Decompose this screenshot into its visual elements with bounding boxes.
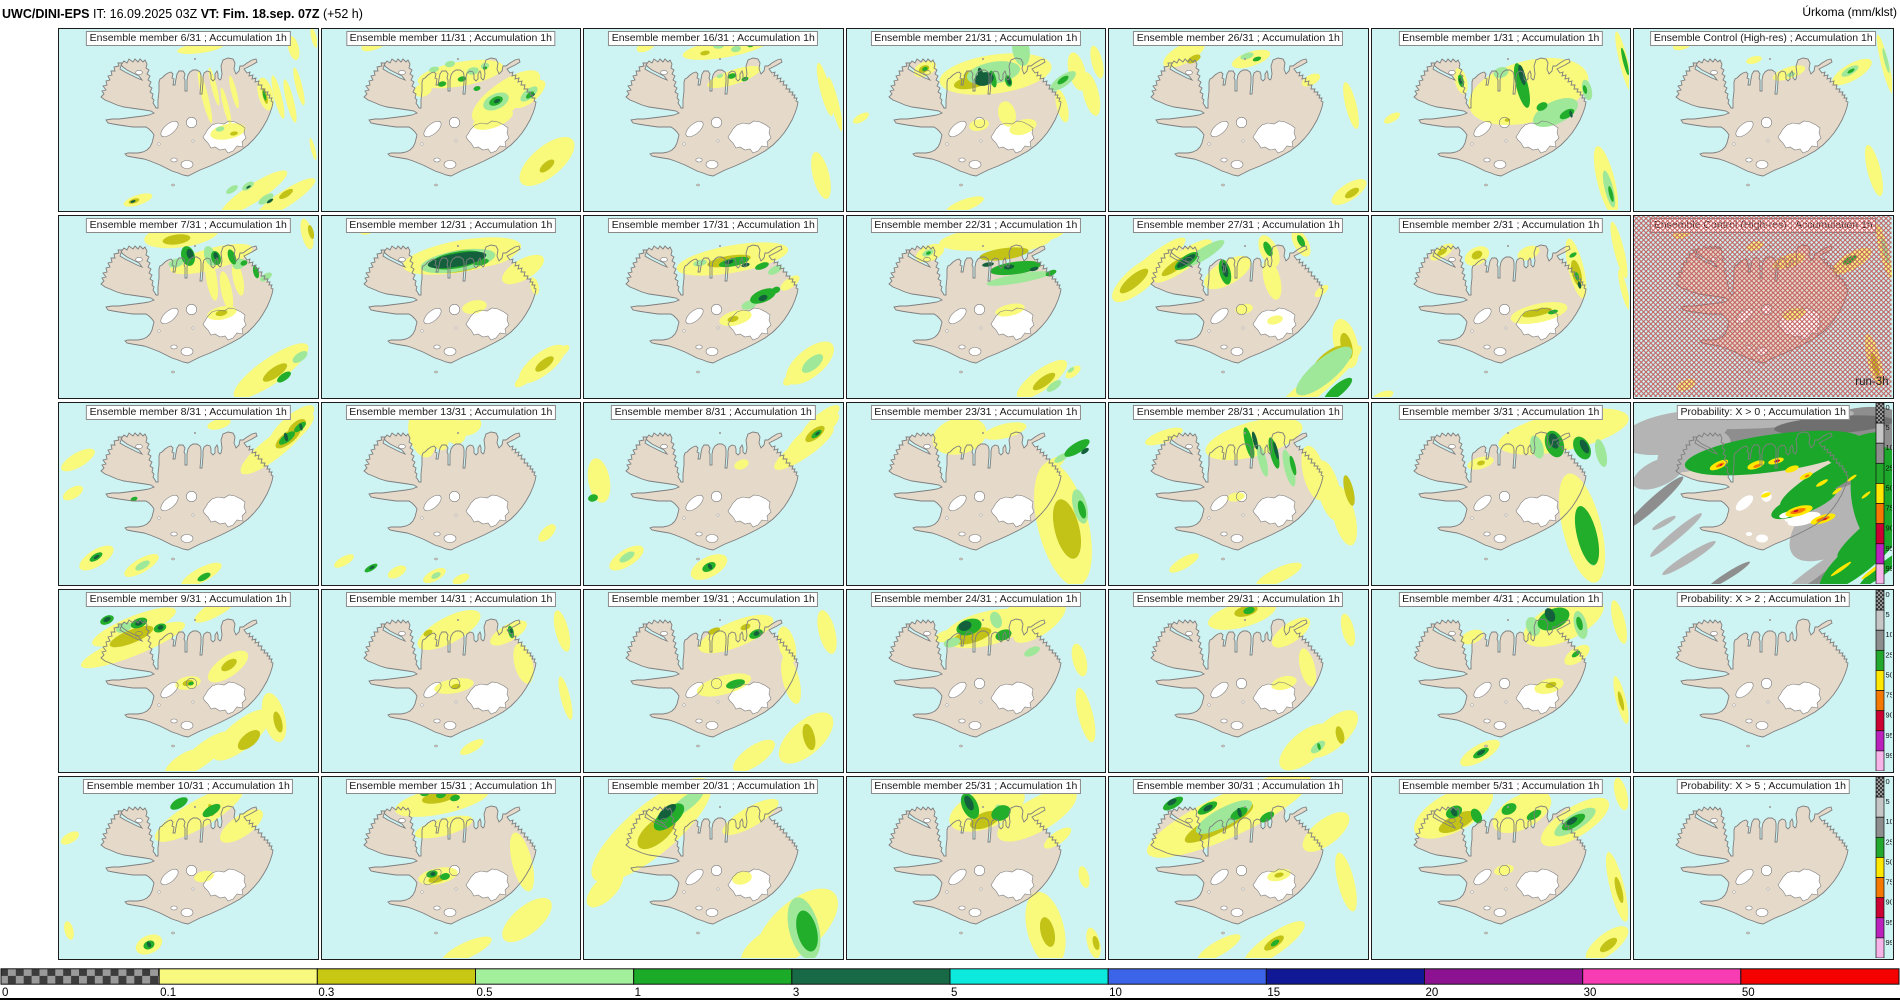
svg-text:95: 95: [1886, 918, 1892, 927]
svg-text:0.5: 0.5: [477, 987, 493, 999]
svg-text:25: 25: [1886, 650, 1892, 659]
svg-text:50: 50: [1886, 857, 1892, 866]
svg-text:15: 15: [1267, 987, 1280, 999]
svg-text:10: 10: [1886, 443, 1892, 452]
svg-text:75: 75: [1886, 504, 1892, 513]
svg-text:0: 0: [1886, 590, 1890, 599]
svg-text:90: 90: [1886, 711, 1892, 720]
svg-text:5: 5: [1886, 610, 1890, 619]
svg-text:25: 25: [1886, 463, 1892, 472]
svg-text:99: 99: [1886, 564, 1892, 573]
svg-text:99: 99: [1886, 938, 1892, 947]
svg-text:50: 50: [1886, 670, 1892, 679]
svg-text:10: 10: [1886, 630, 1892, 639]
svg-text:0: 0: [2, 987, 8, 999]
svg-text:95: 95: [1886, 544, 1892, 553]
svg-text:10: 10: [1886, 817, 1892, 826]
svg-text:5: 5: [951, 987, 957, 999]
svg-text:0.3: 0.3: [318, 987, 334, 999]
svg-text:90: 90: [1886, 898, 1892, 907]
svg-text:10: 10: [1109, 987, 1122, 999]
svg-text:95: 95: [1886, 731, 1892, 740]
svg-text:30: 30: [1584, 987, 1597, 999]
svg-text:0.1: 0.1: [160, 987, 176, 999]
svg-text:5: 5: [1886, 797, 1890, 806]
svg-text:75: 75: [1886, 878, 1892, 887]
svg-text:50: 50: [1742, 987, 1755, 999]
svg-text:99: 99: [1886, 751, 1892, 760]
svg-text:3: 3: [793, 987, 799, 999]
svg-text:75: 75: [1886, 691, 1892, 700]
svg-text:5: 5: [1886, 423, 1890, 432]
svg-text:0: 0: [1886, 777, 1890, 786]
svg-text:20: 20: [1426, 987, 1439, 999]
svg-text:90: 90: [1886, 524, 1892, 533]
svg-text:25: 25: [1886, 837, 1892, 846]
svg-text:50: 50: [1886, 483, 1892, 492]
svg-text:0: 0: [1886, 403, 1890, 412]
svg-text:1: 1: [635, 987, 641, 999]
